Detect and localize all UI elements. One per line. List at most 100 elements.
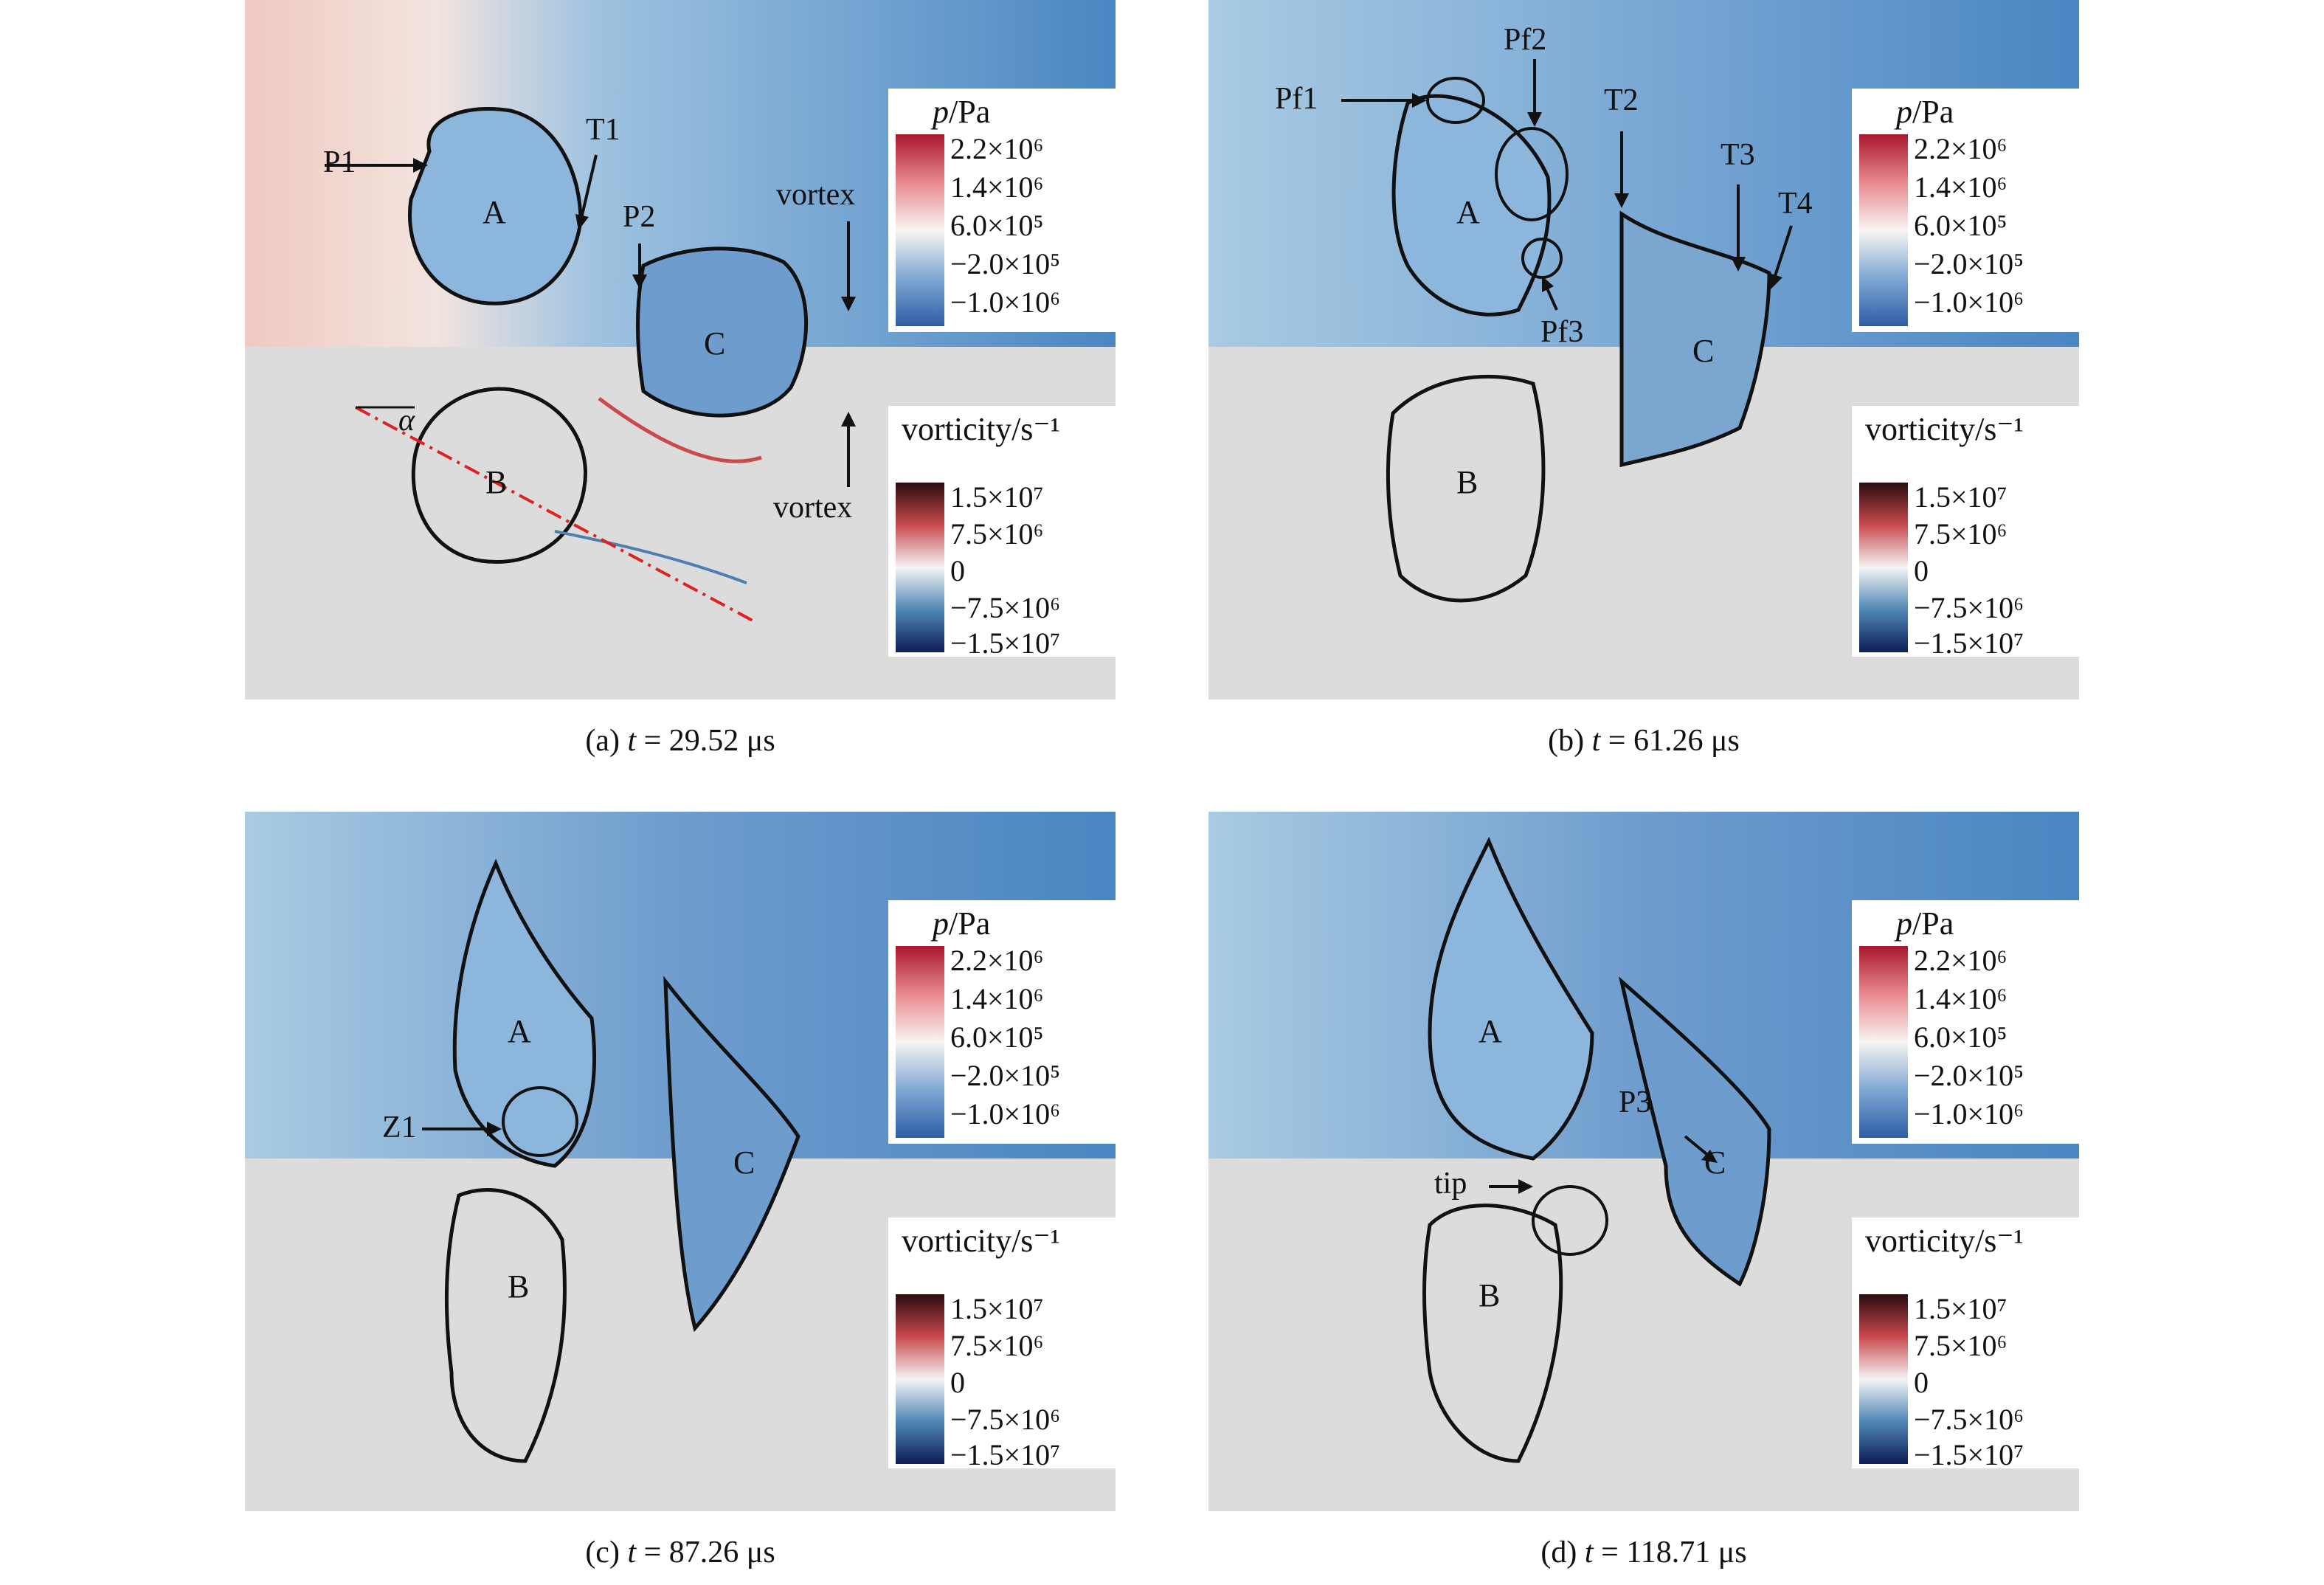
region-label-a: A [1479,1013,1502,1049]
vorticity-legend-title: vorticity/s⁻¹ [902,411,1060,447]
bubble-b [1386,374,1546,603]
pressure-legend-c: p/Pa 2.2×10⁶ 1.4×10⁶ 6.0×10⁵ −2.0×10⁵ −1… [888,900,1116,1144]
pressure-colorbar [1859,134,1908,326]
pressure-legend-unit: /Pa [949,905,991,942]
vorticity-label-2: 0 [1914,554,1929,587]
arrow-t1 [579,154,598,222]
pressure-label-4: −1.0×10⁶ [1914,1097,2024,1130]
vorticity-legend-c: vorticity/s⁻¹ 1.5×10⁷ 7.5×10⁶ 0 −7.5×10⁶… [888,1218,1116,1471]
vorticity-colorbar [1859,1294,1908,1464]
annotation-p2: P2 [623,200,656,234]
caption-d: (d) t = 118.71 μs [1208,1535,2079,1570]
vorticity-label-1: 7.5×10⁶ [950,1329,1044,1362]
vorticity-label-0: 1.5×10⁷ [950,1292,1044,1325]
pressure-legend-b: p/Pa 2.2×10⁶ 1.4×10⁶ 6.0×10⁵ −2.0×10⁵ −1… [1852,89,2079,332]
pressure-legend-symbol: p [933,94,949,130]
shear-layer [554,530,747,584]
vorticity-legend-b: vorticity/s⁻¹ 1.5×10⁷ 7.5×10⁶ 0 −7.5×10⁶… [1852,406,2079,660]
vorticity-label-1: 7.5×10⁶ [1914,517,2007,550]
caption-b-variable: t [1591,724,1601,758]
pressure-label-2: 6.0×10⁵ [1914,209,2007,242]
bubble-b [444,1188,567,1463]
pressure-legend-symbol: p [933,905,949,942]
region-label-a: A [1456,194,1480,230]
vorticity-legend-title: vorticity/s⁻¹ [902,1223,1060,1259]
vorticity-label-0: 1.5×10⁷ [1914,1292,2007,1325]
pressure-colorbar [896,134,944,326]
annotation-alpha: α [398,404,415,438]
pressure-colorbar [896,946,944,1138]
annotation-t1: T1 [586,113,620,147]
caption-b-prefix: (b) [1548,724,1585,758]
vorticity-legend-title: vorticity/s⁻¹ [1865,1223,2024,1259]
pressure-label-4: −1.0×10⁶ [1914,286,2024,319]
vorticity-colorbar [896,483,944,652]
pressure-label-0: 2.2×10⁶ [1914,132,2007,165]
pressure-legend-symbol: p [1896,905,1912,942]
caption-c-variable: t [627,1536,637,1570]
vorticity-label-1: 7.5×10⁶ [950,517,1044,550]
caption-c-prefix: (c) [585,1536,620,1570]
annotation-z1: Z1 [382,1111,417,1144]
symmetry-line [355,406,755,623]
bubble-b [1422,1204,1563,1463]
vorticity-label-2: 0 [1914,1366,1929,1399]
caption-d-prefix: (d) [1540,1536,1577,1570]
pressure-legend-unit: /Pa [949,94,991,130]
pressure-label-2: 6.0×10⁵ [1914,1021,2007,1054]
vorticity-label-3: −7.5×10⁶ [1914,1403,2024,1436]
region-label-c: C [704,325,726,362]
annotation-pf1: Pf1 [1275,82,1318,116]
region-label-c: C [1704,1144,1726,1181]
vorticity-label-1: 7.5×10⁶ [1914,1329,2007,1362]
pressure-colorbar [1859,946,1908,1138]
pressure-label-3: −2.0×10⁵ [950,247,1061,280]
region-label-b: B [485,464,508,500]
pressure-label-1: 1.4×10⁶ [950,170,1044,204]
vorticity-label-0: 1.5×10⁷ [1914,480,2007,514]
bubble-c [1618,976,1771,1287]
vorticity-label-4: −1.5×10⁷ [950,626,1061,660]
pressure-legend-d: p/Pa 2.2×10⁶ 1.4×10⁶ 6.0×10⁵ −2.0×10⁵ −1… [1852,900,2079,1144]
bubble-a [452,858,596,1168]
shear-layer [598,396,762,463]
bubble-c [636,246,808,418]
pressure-label-1: 1.4×10⁶ [1914,170,2007,204]
vorticity-label-2: 0 [950,554,965,587]
annotation-p3: P3 [1619,1085,1652,1119]
vorticity-legend-a: vorticity/s⁻¹ 1.5×10⁷ 7.5×10⁶ 0 −7.5×10⁶… [888,406,1116,660]
vorticity-label-3: −7.5×10⁶ [950,1403,1061,1436]
bubble-a [1428,836,1594,1161]
caption-d-variable: t [1584,1536,1594,1570]
marker-tip [1532,1185,1608,1256]
marker-z1 [502,1086,578,1157]
marker-pf2 [1495,127,1569,221]
annotation-p1: P1 [323,145,356,179]
caption-c-value: = 87.26 μs [643,1536,775,1570]
region-label-a: A [483,194,506,230]
caption-b: (b) t = 61.26 μs [1208,723,2079,759]
arrow-p3 [1684,1135,1712,1158]
vorticity-label-2: 0 [950,1366,965,1399]
pressure-label-3: −2.0×10⁵ [1914,1059,2024,1092]
bubble-a [1391,94,1552,317]
bubble-c [663,975,800,1333]
annotation-pf2: Pf2 [1504,23,1547,57]
region-label-b: B [508,1268,530,1305]
pressure-label-2: 6.0×10⁵ [950,1021,1044,1054]
pressure-legend-unit: /Pa [1912,905,1954,942]
annotation-t3: T3 [1720,138,1755,172]
vorticity-label-0: 1.5×10⁷ [950,480,1044,514]
bubble-c [1619,210,1771,468]
caption-a-variable: t [627,724,637,758]
caption-a-value: = 29.52 μs [643,724,775,758]
pressure-label-3: −2.0×10⁵ [1914,247,2024,280]
caption-a-prefix: (a) [585,724,620,758]
pressure-label-1: 1.4×10⁶ [950,982,1044,1015]
vorticity-legend-d: vorticity/s⁻¹ 1.5×10⁷ 7.5×10⁶ 0 −7.5×10⁶… [1852,1218,2079,1471]
annotation-pf3: Pf3 [1540,315,1584,349]
bubble-b [411,387,587,564]
pressure-label-3: −2.0×10⁵ [950,1059,1061,1092]
region-label-c: C [733,1144,755,1181]
marker-pf1 [1426,77,1485,124]
